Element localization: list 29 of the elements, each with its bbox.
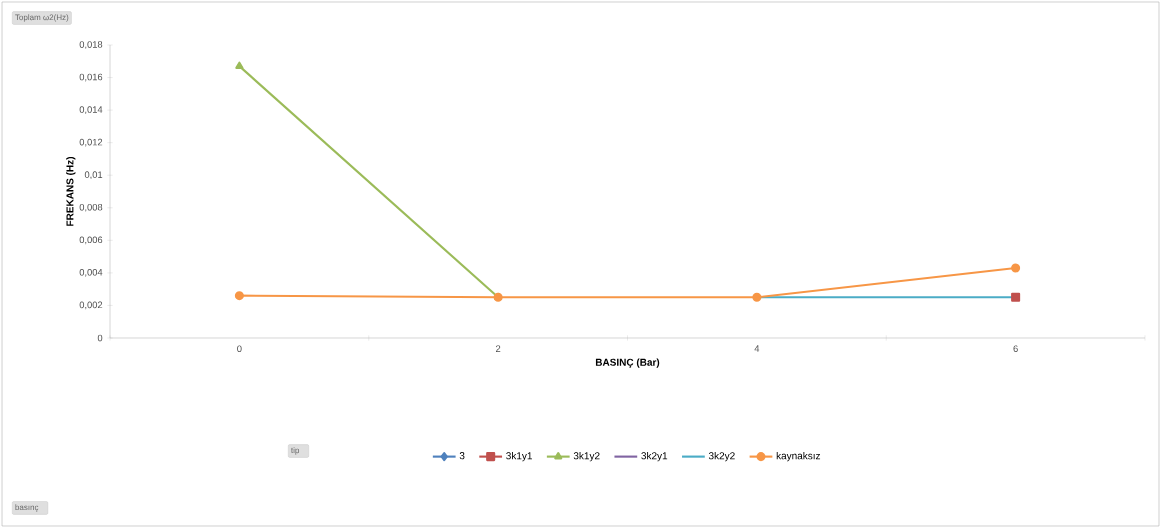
x-axis-title: BASINÇ (Bar) (595, 358, 660, 368)
legend-label: 3k1y2 (573, 452, 600, 462)
y-tick-label: 0,01 (84, 171, 103, 180)
text: Toplam ω2(Hz) (15, 14, 69, 22)
y-tick-label: 0,014 (79, 106, 103, 114)
y-tick-label: 0,002 (79, 301, 103, 310)
y-tick-label: 0,004 (79, 269, 103, 277)
x-tick-label: 2 (495, 345, 501, 352)
legend-title: tip (291, 447, 300, 455)
point (1011, 263, 1021, 273)
y-tick-label: 0,008 (79, 203, 103, 212)
y-tick-label: 0 (97, 334, 103, 342)
text: basınç (15, 504, 39, 512)
y-axis-title: FREKANS (Hz) (66, 157, 76, 226)
point (1011, 292, 1021, 302)
x-tick-label: 6 (1013, 345, 1018, 352)
y-tick-label: 0,016 (79, 73, 103, 82)
point (752, 292, 762, 302)
legend-label: 3k2y1 (641, 452, 668, 462)
legend-label: 3k1y1 (506, 452, 532, 462)
x-tick-label: 4 (754, 345, 760, 352)
legend-label: kaynaksız (776, 452, 821, 462)
point (234, 291, 244, 301)
x-tick-label: 0 (237, 345, 242, 352)
y-tick-label: 0,018 (79, 41, 103, 49)
legend-label: 3 (459, 452, 465, 460)
legend-label: 3k2y2 (708, 452, 735, 462)
y-tick-label: 0,012 (79, 138, 103, 147)
y-tick-label: 0,006 (79, 236, 103, 245)
